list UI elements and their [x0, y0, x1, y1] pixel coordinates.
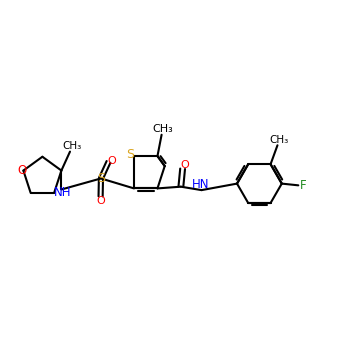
Text: S: S	[126, 148, 134, 161]
Text: CH₃: CH₃	[62, 141, 81, 152]
Text: CH₃: CH₃	[152, 124, 173, 134]
Text: O: O	[107, 155, 116, 166]
Text: HN: HN	[192, 178, 210, 191]
Text: CH₃: CH₃	[270, 135, 289, 145]
Text: S: S	[97, 172, 105, 185]
Text: O: O	[96, 196, 105, 206]
Text: F: F	[300, 179, 307, 192]
Text: O: O	[180, 160, 189, 170]
Text: O: O	[17, 164, 26, 177]
Text: NH: NH	[54, 186, 71, 199]
